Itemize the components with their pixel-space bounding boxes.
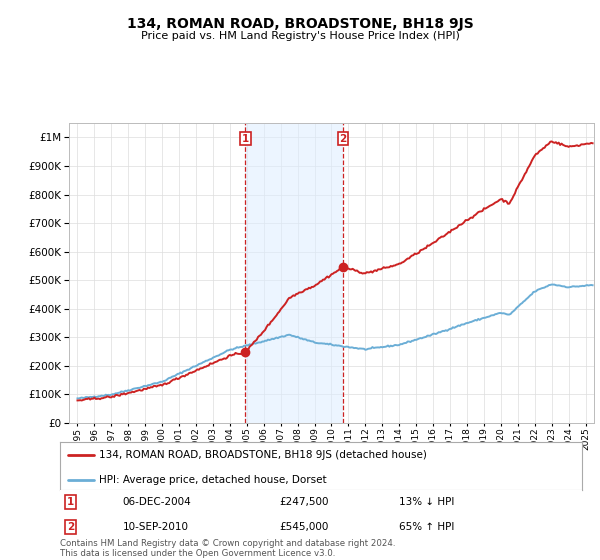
Text: 2: 2 <box>67 522 74 532</box>
Text: Price paid vs. HM Land Registry's House Price Index (HPI): Price paid vs. HM Land Registry's House … <box>140 31 460 41</box>
Text: 1: 1 <box>67 497 74 507</box>
Text: 134, ROMAN ROAD, BROADSTONE, BH18 9JS: 134, ROMAN ROAD, BROADSTONE, BH18 9JS <box>127 17 473 31</box>
Text: 06-DEC-2004: 06-DEC-2004 <box>122 497 191 507</box>
Text: 2: 2 <box>340 134 347 144</box>
Text: 134, ROMAN ROAD, BROADSTONE, BH18 9JS (detached house): 134, ROMAN ROAD, BROADSTONE, BH18 9JS (d… <box>99 450 427 460</box>
Text: £247,500: £247,500 <box>279 497 329 507</box>
Text: £545,000: £545,000 <box>279 522 329 532</box>
Text: 10-SEP-2010: 10-SEP-2010 <box>122 522 188 532</box>
Text: Contains HM Land Registry data © Crown copyright and database right 2024.
This d: Contains HM Land Registry data © Crown c… <box>60 539 395 558</box>
Text: 13% ↓ HPI: 13% ↓ HPI <box>400 497 455 507</box>
Text: 1: 1 <box>242 134 249 144</box>
Bar <box>245 123 343 423</box>
Text: 65% ↑ HPI: 65% ↑ HPI <box>400 522 455 532</box>
Text: HPI: Average price, detached house, Dorset: HPI: Average price, detached house, Dors… <box>99 474 327 484</box>
